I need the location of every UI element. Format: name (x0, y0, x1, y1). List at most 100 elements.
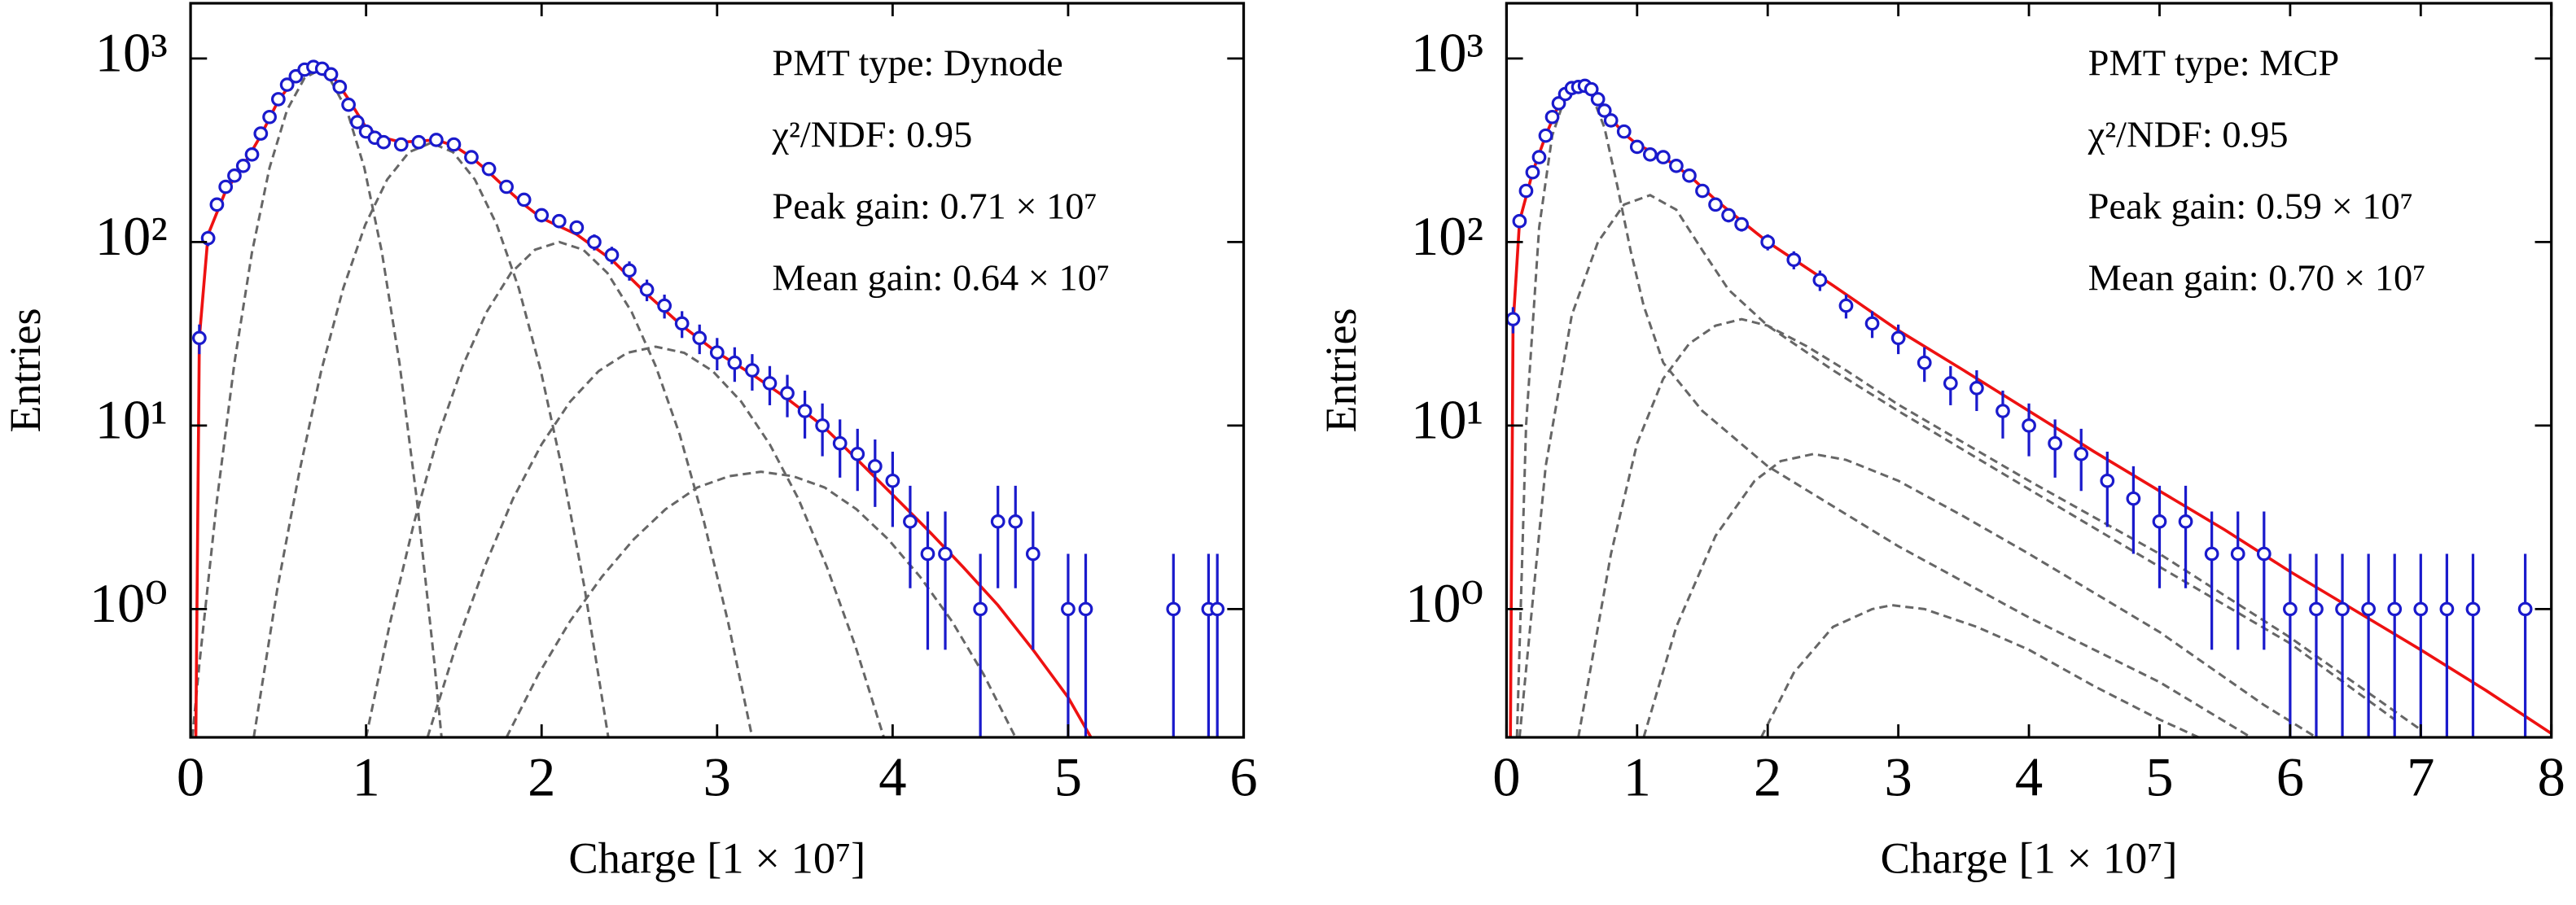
annotation: χ²/NDF: 0.95 (771, 114, 972, 155)
component-curve (505, 470, 1017, 737)
data-point (499, 179, 514, 195)
data-point (2361, 601, 2377, 617)
data-point (622, 263, 637, 278)
data-point (1616, 124, 1632, 139)
annotation: Mean gain: 0.70 × 10⁷ (2088, 257, 2426, 299)
data-point (191, 330, 207, 346)
data-point (709, 345, 725, 360)
data-point (762, 376, 778, 391)
data-point (393, 137, 409, 152)
data-point (534, 208, 550, 223)
data-point (1603, 113, 1619, 128)
data-point (920, 546, 935, 562)
y-tick-label: 10² (95, 205, 168, 267)
data-point (727, 355, 743, 370)
x-tick-label: 1 (1623, 746, 1651, 808)
component-curve (1515, 84, 2252, 737)
data-point (349, 115, 365, 129)
data-point (1682, 168, 1697, 183)
component-curve (1642, 452, 2317, 737)
x-axis-label: Charge [1 × 10⁷] (568, 834, 865, 883)
data-point (903, 514, 918, 529)
data-point (1890, 330, 1906, 346)
data-point (1786, 252, 1802, 268)
data-point (227, 168, 242, 183)
data-point (235, 159, 251, 173)
annotation: PMT type: Dynode (772, 42, 1062, 84)
data-point (323, 67, 339, 82)
data-point (1629, 139, 1645, 155)
data-point (1008, 514, 1023, 529)
y-tick-label: 10¹ (95, 389, 168, 451)
annotation: Peak gain: 0.59 × 10⁷ (2088, 186, 2413, 227)
x-tick-label: 2 (1754, 746, 1781, 808)
data-point (270, 92, 286, 107)
data-point (832, 435, 848, 451)
annotation: Mean gain: 0.64 × 10⁷ (772, 257, 1110, 299)
panel: 0 1 2 3 4 5 6 10⁰ 10¹ 10² 10³ Charge [1 × 10⁷] Entri… (1, 2, 1258, 883)
x-tick-label: 7 (2407, 746, 2434, 808)
data-point (1642, 146, 1658, 162)
data-point (1512, 213, 1527, 229)
data-point (279, 77, 295, 92)
y-tick-label: 10⁰ (1405, 572, 1483, 634)
annotation: Peak gain: 0.71 × 10⁷ (772, 186, 1097, 227)
data-point (1734, 216, 1750, 232)
y-axis-label: Entries (1, 308, 50, 433)
plot-area (191, 59, 1225, 737)
data-point (569, 220, 585, 235)
x-tick-label: 3 (1884, 746, 1912, 808)
data-point (253, 126, 269, 141)
y-tick-label: 10¹ (1411, 389, 1483, 451)
data-point (2387, 601, 2403, 617)
data-point (1538, 128, 1553, 143)
x-tick-label: 3 (703, 746, 731, 808)
data-point (639, 282, 655, 297)
x-tick-label: 4 (878, 746, 906, 808)
data-point (2022, 418, 2036, 433)
data-point (1210, 601, 1225, 617)
component-curve (426, 345, 886, 737)
component-curve (191, 69, 443, 737)
component-curve (1759, 604, 2200, 737)
data-point (850, 447, 865, 461)
y-tick-label: 10² (1411, 205, 1483, 267)
data-point (1695, 183, 1710, 199)
data-point (1518, 183, 1534, 199)
data-point (1590, 92, 1606, 107)
data-point (2309, 601, 2324, 617)
data-point (657, 298, 672, 313)
data-point (780, 386, 795, 400)
data-point (1531, 150, 1547, 164)
x-tick-label: 0 (177, 746, 204, 808)
data-point (2517, 601, 2533, 617)
data-point (332, 80, 348, 94)
annotation: χ²/NDF: 0.95 (2088, 114, 2289, 155)
data-point (2413, 601, 2429, 617)
component-curve (365, 240, 754, 737)
data-point (2178, 514, 2193, 529)
data-point (797, 404, 813, 418)
x-tick-label: 5 (1054, 746, 1082, 808)
data-point (2074, 447, 2089, 461)
data-point (885, 473, 900, 488)
data-point (1669, 159, 1684, 173)
data-point (1708, 197, 1723, 212)
data-point (2465, 601, 2481, 617)
x-tick-label: 1 (352, 746, 379, 808)
data-point (209, 197, 225, 212)
data-point (341, 97, 356, 112)
data-point (2126, 491, 2141, 506)
data-point (1078, 601, 1093, 617)
data-point (1721, 208, 1736, 223)
data-point (481, 161, 497, 177)
data-point (587, 234, 602, 250)
data-point (867, 459, 883, 474)
data-point (1996, 404, 2010, 418)
data-point (244, 146, 260, 162)
data-point (692, 330, 708, 346)
data-point (1525, 164, 1540, 180)
x-tick-label: 4 (2015, 746, 2043, 808)
panel: 0 1 2 3 4 5 6 7 8 10⁰ 10¹ 10² 10³ Charge [1 × 10⁷] Ent… (1316, 2, 2565, 882)
data-point (1943, 376, 1958, 391)
